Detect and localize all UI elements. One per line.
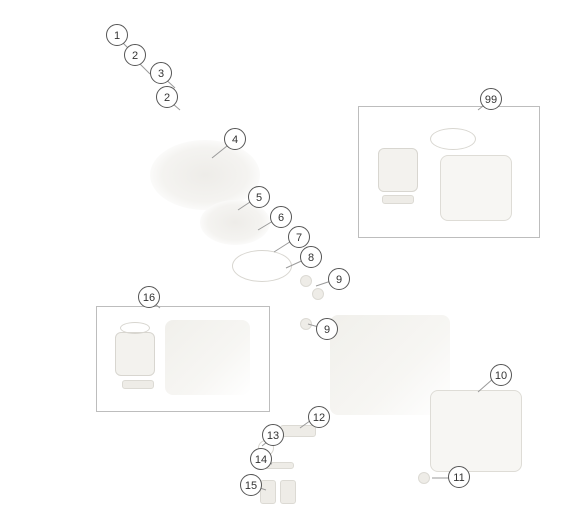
callout-9a: 9 <box>328 268 350 290</box>
part-oring-large <box>232 250 292 282</box>
callout-4: 4 <box>224 128 246 150</box>
part-needle-bearing <box>280 425 316 437</box>
kit-box-99 <box>358 106 540 238</box>
part-stud-b <box>280 480 296 504</box>
part-nut-c <box>300 318 312 330</box>
callout-6: 6 <box>270 206 292 228</box>
callout-9b: 9 <box>316 318 338 340</box>
callout-99: 99 <box>480 88 502 110</box>
callout-12: 12 <box>308 406 330 428</box>
part-nut-a <box>300 275 312 287</box>
part-nut-b <box>312 288 324 300</box>
part-washer <box>418 472 430 484</box>
callout-15: 15 <box>240 474 262 496</box>
callout-13: 13 <box>262 424 284 446</box>
callout-2a: 2 <box>124 44 146 66</box>
callout-1: 1 <box>106 24 128 46</box>
diagram-stage: 1 2 3 2 4 5 6 7 8 9 9 10 11 12 13 14 15 … <box>0 0 572 519</box>
callout-10: 10 <box>490 364 512 386</box>
callout-14: 14 <box>250 448 272 470</box>
part-cylinder-head <box>150 140 260 210</box>
part-stud-a <box>260 480 276 504</box>
callout-3: 3 <box>150 62 172 84</box>
callout-8: 8 <box>300 246 322 268</box>
callout-16: 16 <box>138 286 160 308</box>
kit-box-16 <box>96 306 270 412</box>
callout-7: 7 <box>288 226 310 248</box>
callout-11: 11 <box>448 466 470 488</box>
callout-2b: 2 <box>156 86 178 108</box>
callout-5: 5 <box>248 186 270 208</box>
part-base-gasket <box>430 390 522 472</box>
